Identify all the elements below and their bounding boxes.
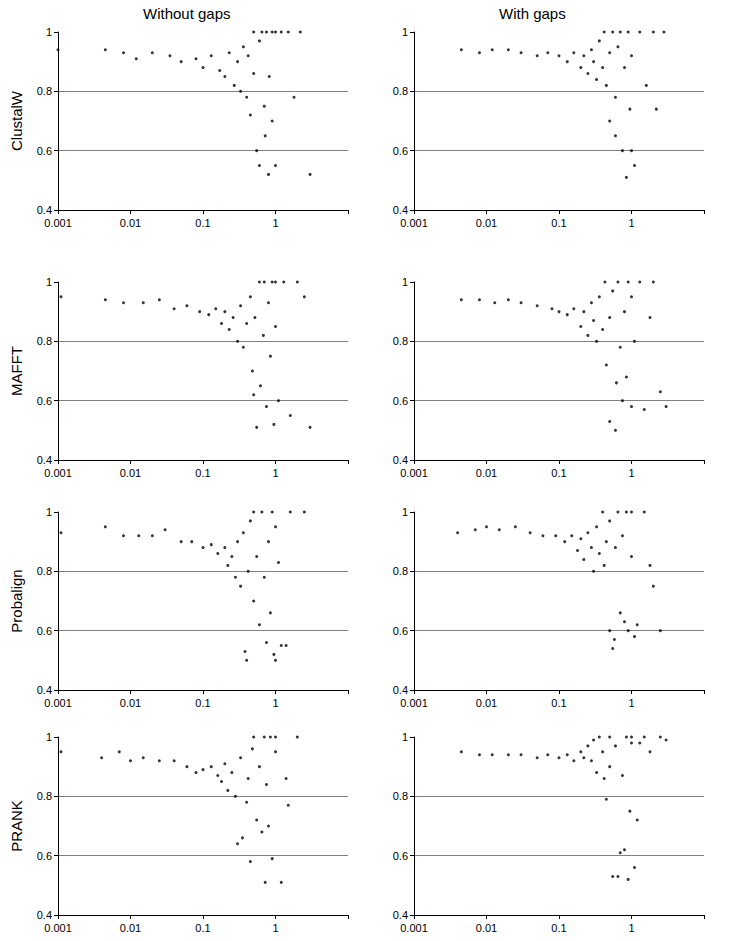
- svg-text:0.1: 0.1: [551, 467, 566, 479]
- svg-text:0.4: 0.4: [393, 909, 408, 921]
- svg-text:0.4: 0.4: [37, 454, 52, 466]
- svg-text:0.4: 0.4: [37, 684, 52, 696]
- svg-text:1: 1: [272, 217, 278, 229]
- svg-text:0.1: 0.1: [195, 217, 210, 229]
- svg-text:0.8: 0.8: [37, 565, 52, 577]
- svg-text:0.01: 0.01: [120, 217, 141, 229]
- svg-text:0.4: 0.4: [393, 454, 408, 466]
- svg-text:1: 1: [46, 26, 52, 38]
- svg-text:0.001: 0.001: [400, 467, 428, 479]
- svg-text:0.01: 0.01: [476, 922, 497, 934]
- svg-text:0.1: 0.1: [195, 467, 210, 479]
- svg-text:1: 1: [272, 922, 278, 934]
- svg-text:ClustalW: ClustalW: [8, 90, 25, 151]
- svg-text:Probalign: Probalign: [8, 569, 25, 632]
- svg-text:PRANK: PRANK: [8, 800, 25, 852]
- svg-text:0.6: 0.6: [393, 625, 408, 637]
- svg-text:1: 1: [402, 276, 408, 288]
- svg-text:0.1: 0.1: [195, 697, 210, 709]
- svg-text:1: 1: [628, 922, 634, 934]
- svg-text:0.6: 0.6: [37, 850, 52, 862]
- svg-text:0.01: 0.01: [476, 697, 497, 709]
- svg-text:1: 1: [272, 697, 278, 709]
- svg-text:0.8: 0.8: [37, 790, 52, 802]
- svg-text:0.8: 0.8: [393, 85, 408, 97]
- svg-text:0.8: 0.8: [37, 335, 52, 347]
- svg-text:0.001: 0.001: [400, 217, 428, 229]
- svg-text:1: 1: [272, 467, 278, 479]
- svg-text:Without gaps: Without gaps: [143, 5, 231, 22]
- svg-text:0.1: 0.1: [551, 922, 566, 934]
- svg-text:1: 1: [46, 731, 52, 743]
- svg-text:0.8: 0.8: [393, 790, 408, 802]
- svg-text:0.01: 0.01: [120, 697, 141, 709]
- svg-text:0.6: 0.6: [393, 850, 408, 862]
- svg-text:0.8: 0.8: [37, 85, 52, 97]
- svg-text:0.6: 0.6: [393, 395, 408, 407]
- svg-text:0.6: 0.6: [393, 145, 408, 157]
- svg-text:0.01: 0.01: [120, 467, 141, 479]
- svg-text:1: 1: [402, 506, 408, 518]
- svg-text:0.1: 0.1: [551, 217, 566, 229]
- svg-text:0.4: 0.4: [37, 204, 52, 216]
- svg-text:0.001: 0.001: [44, 922, 72, 934]
- svg-text:1: 1: [402, 26, 408, 38]
- svg-text:MAFFT: MAFFT: [8, 346, 25, 396]
- svg-text:0.6: 0.6: [37, 625, 52, 637]
- svg-text:1: 1: [628, 467, 634, 479]
- svg-text:0.1: 0.1: [551, 697, 566, 709]
- svg-text:0.001: 0.001: [400, 922, 428, 934]
- svg-text:With gaps: With gaps: [499, 5, 566, 22]
- svg-text:0.6: 0.6: [37, 395, 52, 407]
- svg-text:1: 1: [628, 217, 634, 229]
- svg-text:0.4: 0.4: [393, 204, 408, 216]
- svg-text:0.8: 0.8: [393, 335, 408, 347]
- svg-text:0.01: 0.01: [476, 217, 497, 229]
- svg-text:0.001: 0.001: [44, 467, 72, 479]
- svg-text:0.4: 0.4: [393, 684, 408, 696]
- svg-text:1: 1: [46, 276, 52, 288]
- svg-text:0.01: 0.01: [476, 467, 497, 479]
- svg-text:1: 1: [628, 697, 634, 709]
- svg-text:0.6: 0.6: [37, 145, 52, 157]
- svg-text:0.01: 0.01: [120, 922, 141, 934]
- svg-text:0.001: 0.001: [44, 697, 72, 709]
- svg-text:1: 1: [402, 731, 408, 743]
- svg-text:0.8: 0.8: [393, 565, 408, 577]
- svg-text:0.4: 0.4: [37, 909, 52, 921]
- svg-text:0.001: 0.001: [44, 217, 72, 229]
- svg-text:1: 1: [46, 506, 52, 518]
- svg-text:0.001: 0.001: [400, 697, 428, 709]
- svg-text:0.1: 0.1: [195, 922, 210, 934]
